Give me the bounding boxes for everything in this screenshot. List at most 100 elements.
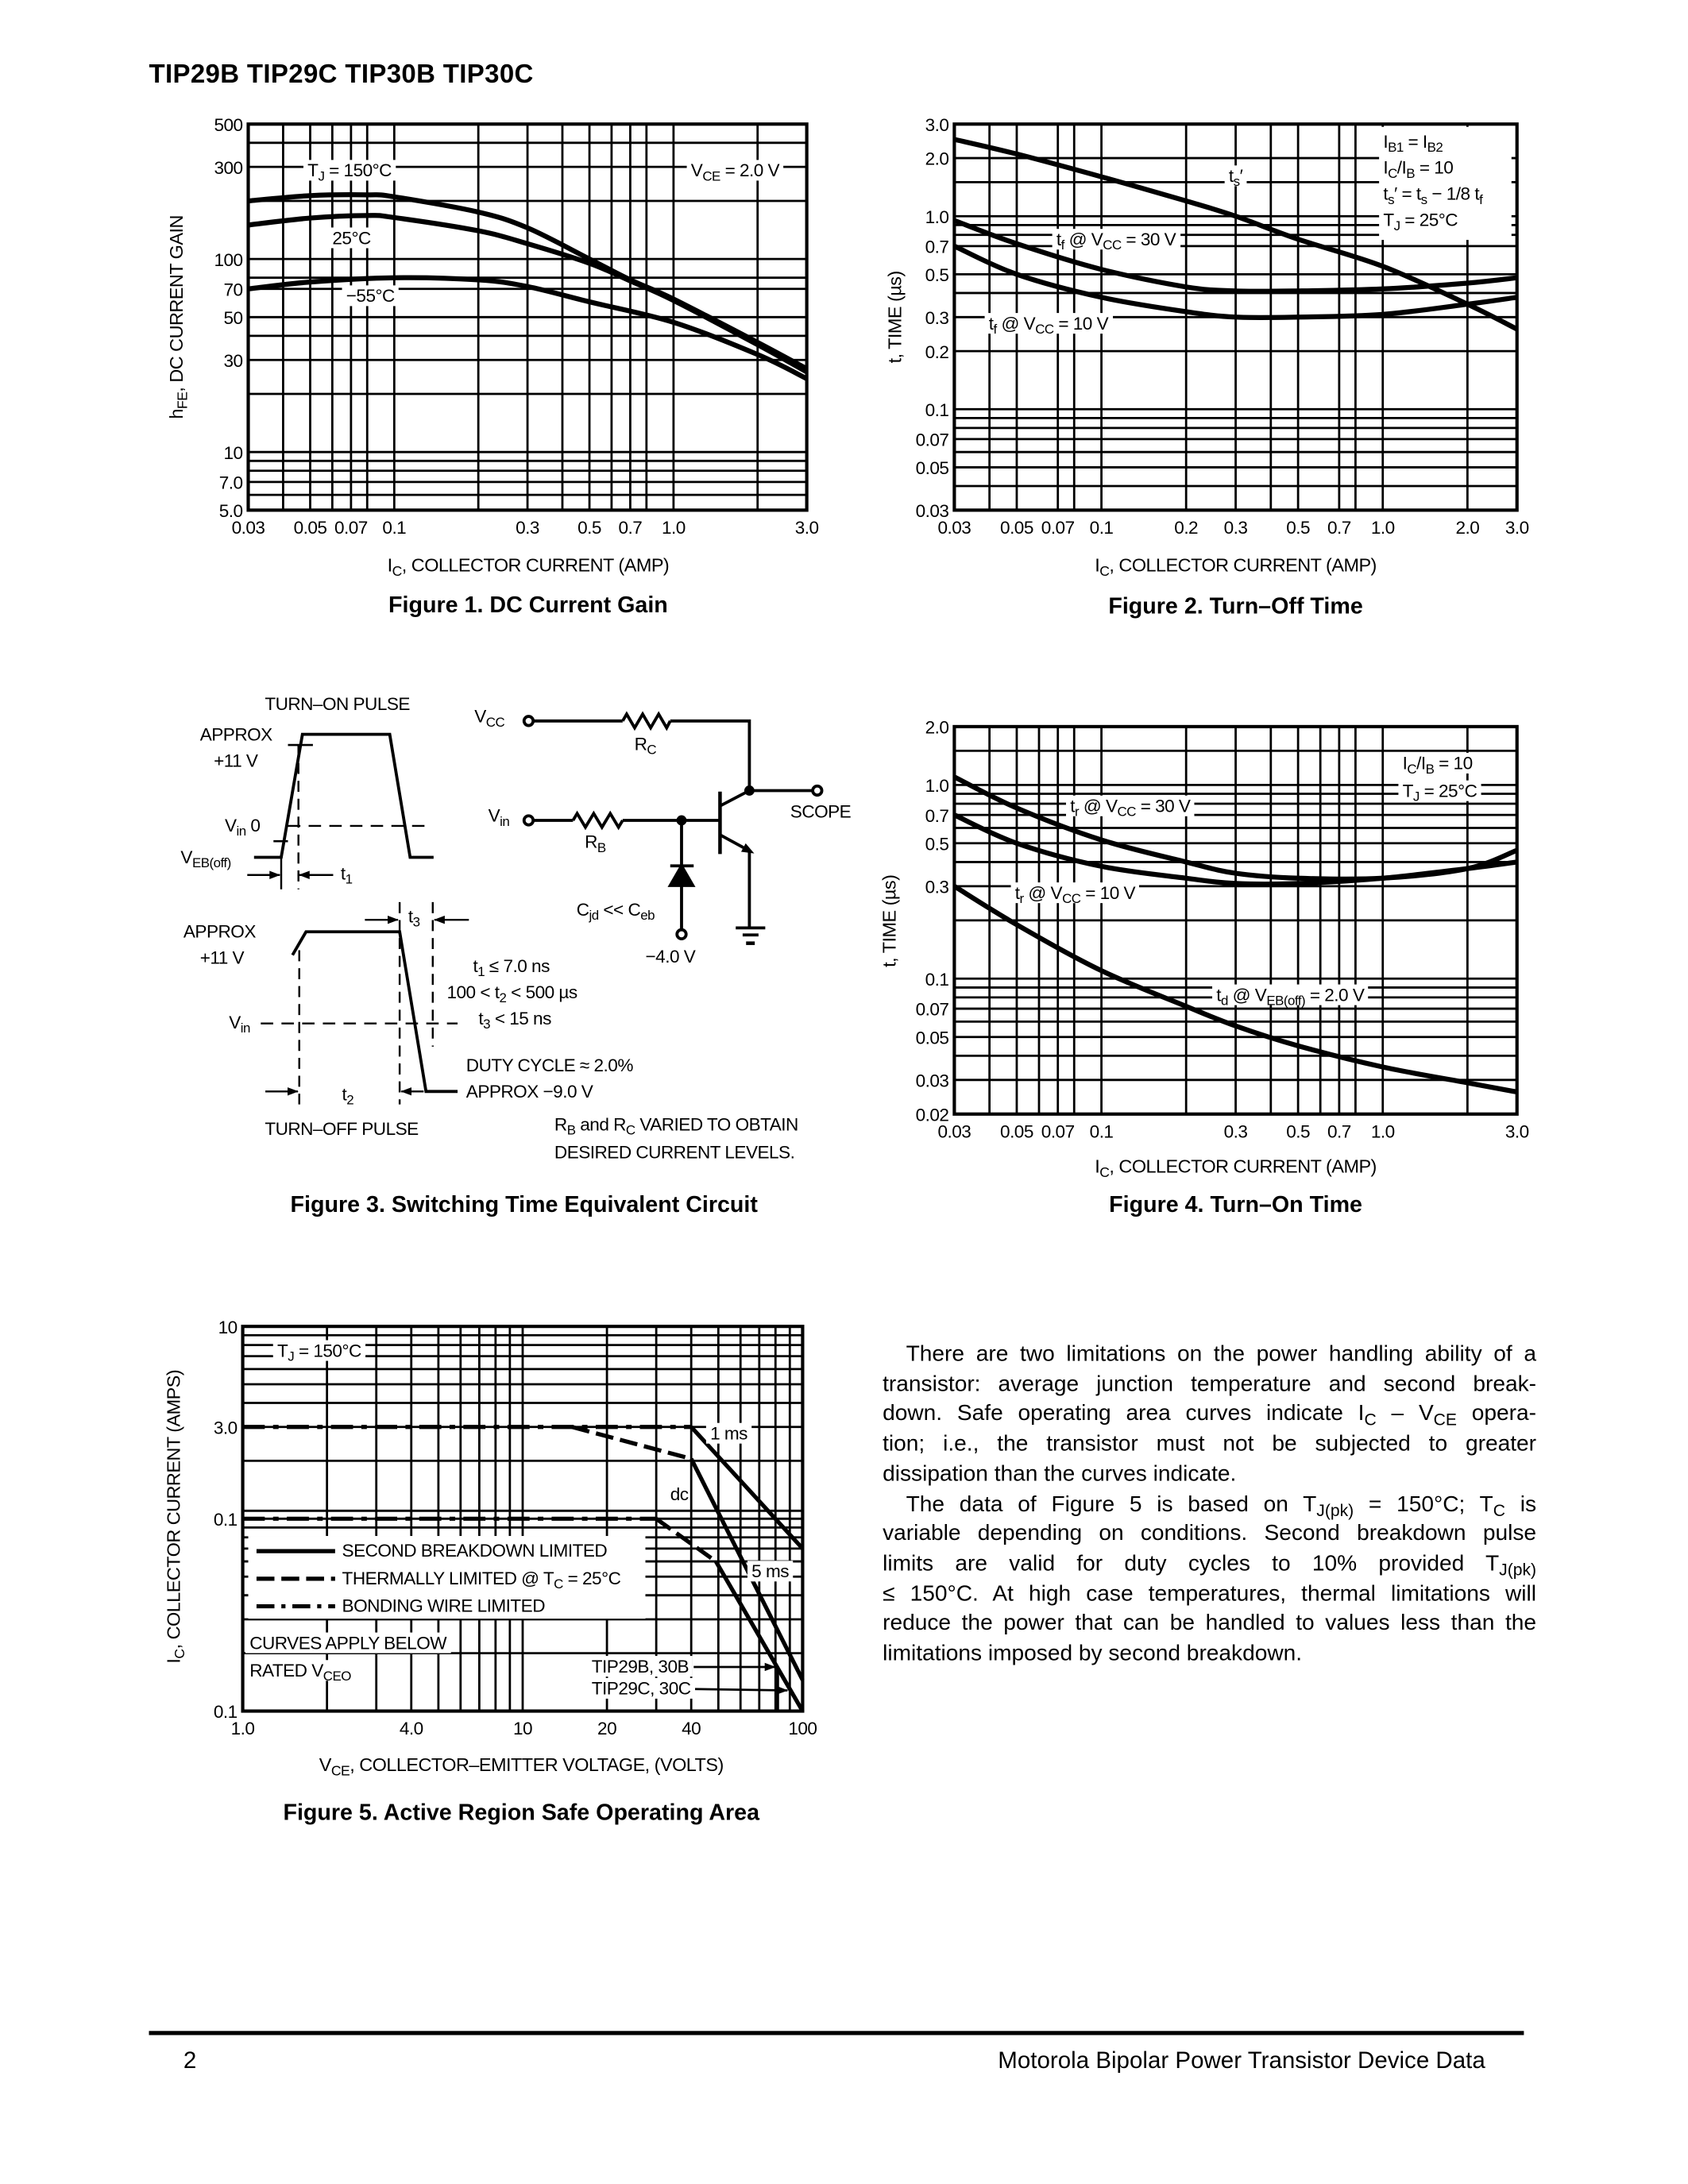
chart-2: 0.03 0.05 0.07 0.1 0.2 0.3 0.5 0.7 1.0 2.0 3.0 3.0 2… [916,115,1530,538]
y-tick-label: 0.5 [925,265,949,285]
plot-frame [246,122,809,512]
x-tick-label: 0.03 [937,1121,971,1141]
y-tick-label: 7.0 [219,473,243,493]
text-line: tion; i.e., the transistor must not be s… [883,1431,1537,1457]
subscript: FE [176,392,191,410]
duty-cycle-label: DUTY CYCLE ≈ 2.0% [465,1055,634,1076]
y-tick-label: 2.0 [925,149,949,169]
bias-terminal [675,928,688,941]
y-tick-label: 0.03 [916,1071,949,1091]
condition-tj: TJ = 25°C [1383,209,1458,235]
t3-label: t3 [408,905,420,931]
subscript: B [566,1123,576,1139]
subscript: eb [640,908,655,924]
annotation-tf-30v: tf @ VCC = 30 V [1052,229,1180,253]
subscript: C [625,1123,635,1139]
vcc-terminal [522,715,535,727]
y-tick-label: 0.7 [925,806,949,826]
note-curves-apply: CURVES APPLY BELOW [245,1632,451,1653]
subscript: J [1412,789,1420,805]
text-line: limits are valid for duty cycles to 10% … [883,1550,1537,1580]
series-line-4 [689,1457,805,1681]
subscript: B [597,840,606,856]
veb-off-label: VEB(off) [180,846,231,872]
subscript: CE [330,1764,350,1780]
transistor-emitter [719,833,755,854]
y-tick-label: 0.07 [916,430,949,450]
collector-wire [670,719,813,793]
note-rated-vceo: RATED VCEO [245,1660,356,1684]
text-line: variable depending on conditions. Second… [883,1521,1537,1546]
subscript: EB(off) [191,855,231,872]
turn-off-pulse-waveform [291,930,458,1094]
x-tick-label: 0.05 [294,518,327,538]
x-tick-label: 0.07 [334,518,368,538]
annotation-minus55c: −55°C [342,285,399,307]
y-tick-label: 0.1 [925,400,949,420]
subscript: r [1074,805,1080,820]
series-line-3 [248,275,809,381]
annotation-5ms: 5 ms [747,1561,794,1582]
x-tick-label: 0.03 [937,518,971,538]
annotation-tr-10v: tr @ VCC = 10 V [1010,882,1140,906]
subscript: C [1407,762,1417,778]
conditions-box: IB1 = IB2 IC/IB = 10 ts′ = ts − 1/8 tf T… [1379,126,1512,241]
subscript: C [1493,1500,1505,1520]
x-tick-label: 0.3 [1224,1121,1248,1141]
x-tick-label: 40 [682,1719,701,1738]
text-line: The data of Figure 5 is based on TJ(pk) … [906,1491,1537,1520]
y-tick-label: 10 [218,1318,238,1337]
y-tick-label: 500 [214,115,242,135]
y-tick-label: 0.07 [916,1000,949,1020]
subscript: C [392,564,403,581]
x-tick-label: 1.0 [662,518,686,538]
subscript: in [500,814,510,831]
subscript: CC [485,715,505,731]
x-axis-title: IC, COLLECTOR CURRENT (AMP) [1095,1156,1377,1182]
rc-resistor [621,711,672,731]
text-line: reduce the power that can be handled to … [883,1611,1537,1636]
subscript: C [554,1576,563,1593]
annotation-tr-30v: tr @ VCC = 30 V [1066,795,1195,820]
subscript: EB(off) [1266,994,1306,1009]
x-tick-label: 0.3 [1224,518,1248,538]
publication-name: Motorola Bipolar Power Transistor Device… [998,2047,1485,2074]
annotation-vce: VCE = 2.0 V [686,160,784,183]
x-tick-label: 0.05 [1000,1121,1033,1141]
figure-5-caption: Figure 5. Active Region Safe Operating A… [283,1800,760,1826]
y-tick-label: 300 [214,158,242,178]
x-tick-label: 2.0 [1455,518,1479,538]
text-line: down. Safe operating area curves indicat… [883,1401,1537,1430]
series-line-3 [952,884,1518,1095]
x-tick-label: 0.7 [619,518,643,538]
t1-label: t1 [340,862,353,888]
annotation-dc: dc [670,1484,689,1505]
x-tick-label: 10 [513,1719,532,1738]
series-line-3 [953,244,1518,321]
x-tick-label: 0.7 [1327,1121,1351,1141]
subscript: C [1388,166,1397,183]
y-tick-label: 0.05 [916,458,949,478]
y-tick-label: 5.0 [219,501,243,521]
series-line-2 [953,218,1518,294]
y-axis-title: hFE, DC CURRENT GAIN [166,215,191,419]
transistor-collector [719,789,751,808]
footer-rule [149,2031,1524,2035]
legend-swatches [256,1549,335,1609]
y-tick-label: 70 [224,280,243,299]
switching-circuit-diagram [247,711,824,1105]
y-tick-label: 0.2 [925,342,949,362]
note-rb-rc: RB and RC VARIED TO OBTAIN [554,1113,798,1139]
legend-thermally-limited: THERMALLY LIMITED @ TC = 25°C [342,1567,621,1593]
legend-bonding-wire: BONDING WIRE LIMITED [342,1595,546,1616]
document-title: TIP29B TIP29C TIP30B TIP30C [149,60,534,90]
plus-11v-label: +11 V [199,947,245,968]
series-line-3 [689,1426,805,1550]
approx-label: APPROX [183,920,256,942]
subscript: 2 [499,991,507,1007]
annotation-1ms: 1 ms [705,1422,752,1444]
vin-label: Vin [488,805,510,831]
y-tick-label: 0.1 [925,970,949,990]
y-tick-label: 0.1 [214,1510,238,1530]
